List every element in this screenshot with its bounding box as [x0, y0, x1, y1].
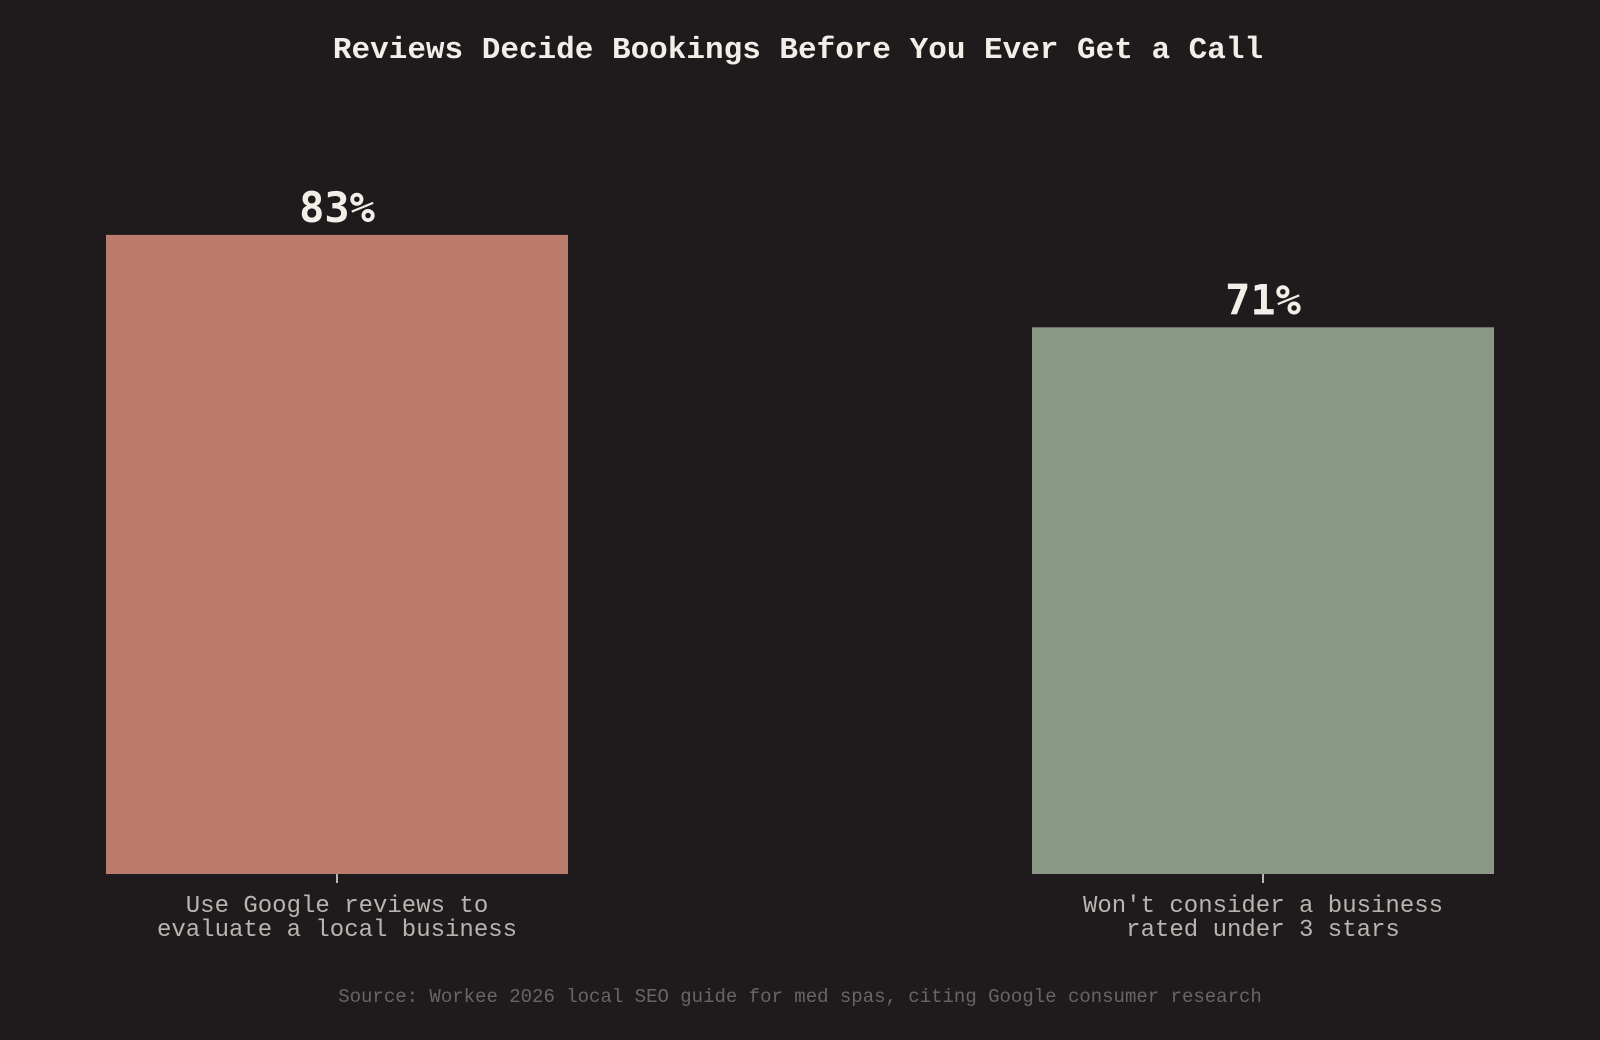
chart-source: Source: Workee 2026 local SEO guide for …: [338, 986, 1262, 1008]
value-label-2: 71%: [1225, 275, 1301, 324]
x-tick-label-2-line-1: Won't consider a business: [1083, 893, 1443, 920]
x-tick-label-2-line-2: rated under 3 stars: [1126, 917, 1400, 944]
bar-2: [1032, 327, 1494, 874]
x-tick-label-1-line-2: evaluate a local business: [157, 917, 517, 944]
chart-title: Reviews Decide Bookings Before You Ever …: [333, 33, 1263, 68]
value-label-1: 83%: [299, 183, 375, 232]
x-tick-label-1-line-1: Use Google reviews to: [186, 893, 488, 920]
bar-1: [106, 234, 568, 874]
